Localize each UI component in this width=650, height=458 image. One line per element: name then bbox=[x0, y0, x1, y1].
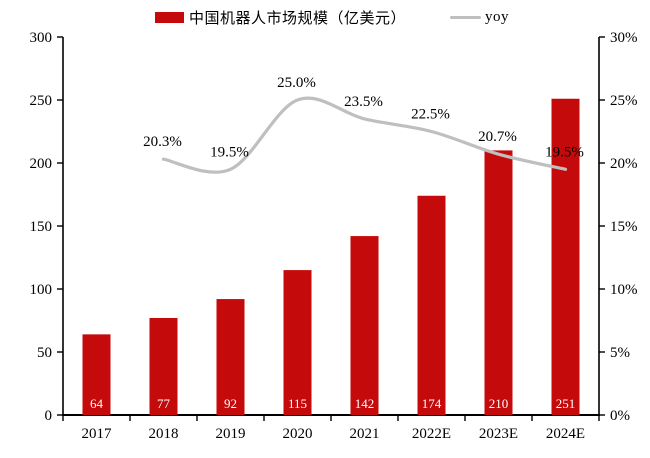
bar-series-label: 中国机器人市场规模（亿美元） bbox=[189, 10, 407, 27]
yoy-point-label: 23.5% bbox=[344, 94, 383, 110]
bar-value-label: 142 bbox=[355, 396, 375, 411]
right-axis-tick-label: 10% bbox=[610, 282, 638, 298]
left-axis-tick-label: 150 bbox=[30, 219, 53, 235]
bar-value-label: 92 bbox=[224, 396, 237, 411]
left-axis-tick-label: 250 bbox=[30, 93, 53, 109]
left-axis-tick-label: 50 bbox=[37, 345, 52, 361]
bar-value-label: 64 bbox=[90, 396, 104, 411]
bar-value-label: 174 bbox=[422, 396, 442, 411]
bar-value-label: 251 bbox=[556, 396, 576, 411]
left-axis-tick-label: 100 bbox=[30, 282, 53, 298]
yoy-point-label: 20.7% bbox=[478, 129, 517, 145]
bar-2024E bbox=[551, 98, 580, 416]
x-axis-category-label: 2017 bbox=[82, 426, 113, 442]
bar-2018 bbox=[149, 317, 178, 415]
bar-2022E bbox=[417, 195, 446, 415]
yoy-point-label: 22.5% bbox=[411, 107, 450, 123]
bar-2020 bbox=[283, 270, 312, 415]
bar-value-label: 210 bbox=[489, 396, 509, 411]
x-axis-category-label: 2019 bbox=[216, 426, 246, 442]
right-axis-tick-label: 15% bbox=[610, 219, 638, 235]
yoy-point-label: 20.3% bbox=[143, 134, 182, 150]
yoy-line bbox=[161, 96, 568, 174]
right-axis-tick-label: 20% bbox=[610, 156, 638, 172]
line-series-label: yoy bbox=[485, 8, 509, 25]
right-axis-tick-label: 25% bbox=[610, 93, 638, 109]
x-axis-category-label: 2024E bbox=[546, 426, 585, 442]
bar-value-label: 77 bbox=[157, 396, 171, 411]
right-axis-tick-label: 5% bbox=[610, 345, 630, 361]
right-axis-tick-label: 0% bbox=[610, 408, 630, 424]
x-axis-category-label: 2021 bbox=[350, 426, 380, 442]
line-series-swatch bbox=[450, 15, 481, 19]
left-axis-tick-label: 0 bbox=[45, 408, 53, 424]
x-axis-category-label: 2018 bbox=[149, 426, 179, 442]
bar-2021 bbox=[350, 236, 379, 415]
legend-item-market-size: 中国机器人市场规模（亿美元） bbox=[155, 0, 406, 34]
yoy-point-label: 19.5% bbox=[545, 144, 584, 160]
right-axis-tick-label: 30% bbox=[610, 30, 638, 46]
x-axis-category-label: 2020 bbox=[283, 426, 313, 442]
yoy-point-label: 25.0% bbox=[277, 75, 316, 91]
left-axis-tick-label: 200 bbox=[30, 156, 53, 172]
bar-series-swatch bbox=[155, 11, 184, 23]
bar-value-label: 115 bbox=[288, 396, 307, 411]
bar-2017 bbox=[82, 334, 111, 415]
legend: 中国机器人市场规模（亿美元） yoy bbox=[0, 0, 650, 34]
bar-2019 bbox=[216, 299, 245, 415]
x-axis-category-label: 2023E bbox=[479, 426, 518, 442]
x-axis-category-label: 2022E bbox=[412, 426, 451, 442]
left-axis-tick-label: 300 bbox=[30, 30, 53, 46]
legend-item-yoy: yoy bbox=[450, 0, 509, 34]
yoy-point-label: 19.5% bbox=[210, 144, 249, 160]
bar-2023E bbox=[484, 150, 513, 415]
